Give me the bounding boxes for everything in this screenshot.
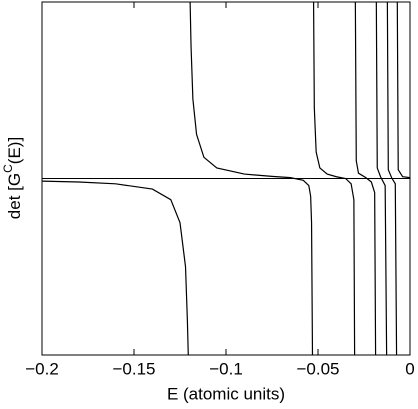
x-tick-label: −0.05 xyxy=(296,359,339,378)
y-axis-label-sup: C xyxy=(1,164,15,173)
x-tick-label: 0 xyxy=(405,359,414,378)
x-axis-label: E (atomic units) xyxy=(167,384,285,403)
x-tick-label: −0.1 xyxy=(209,359,243,378)
x-tick-label: −0.15 xyxy=(112,359,155,378)
y-axis-label-part: det [G xyxy=(5,173,24,219)
curve xyxy=(42,2,410,355)
x-tick-label: −0.2 xyxy=(25,359,59,378)
y-axis-label-part: (E)] xyxy=(5,137,24,164)
y-axis-label: det [GC(E)] xyxy=(1,137,24,219)
